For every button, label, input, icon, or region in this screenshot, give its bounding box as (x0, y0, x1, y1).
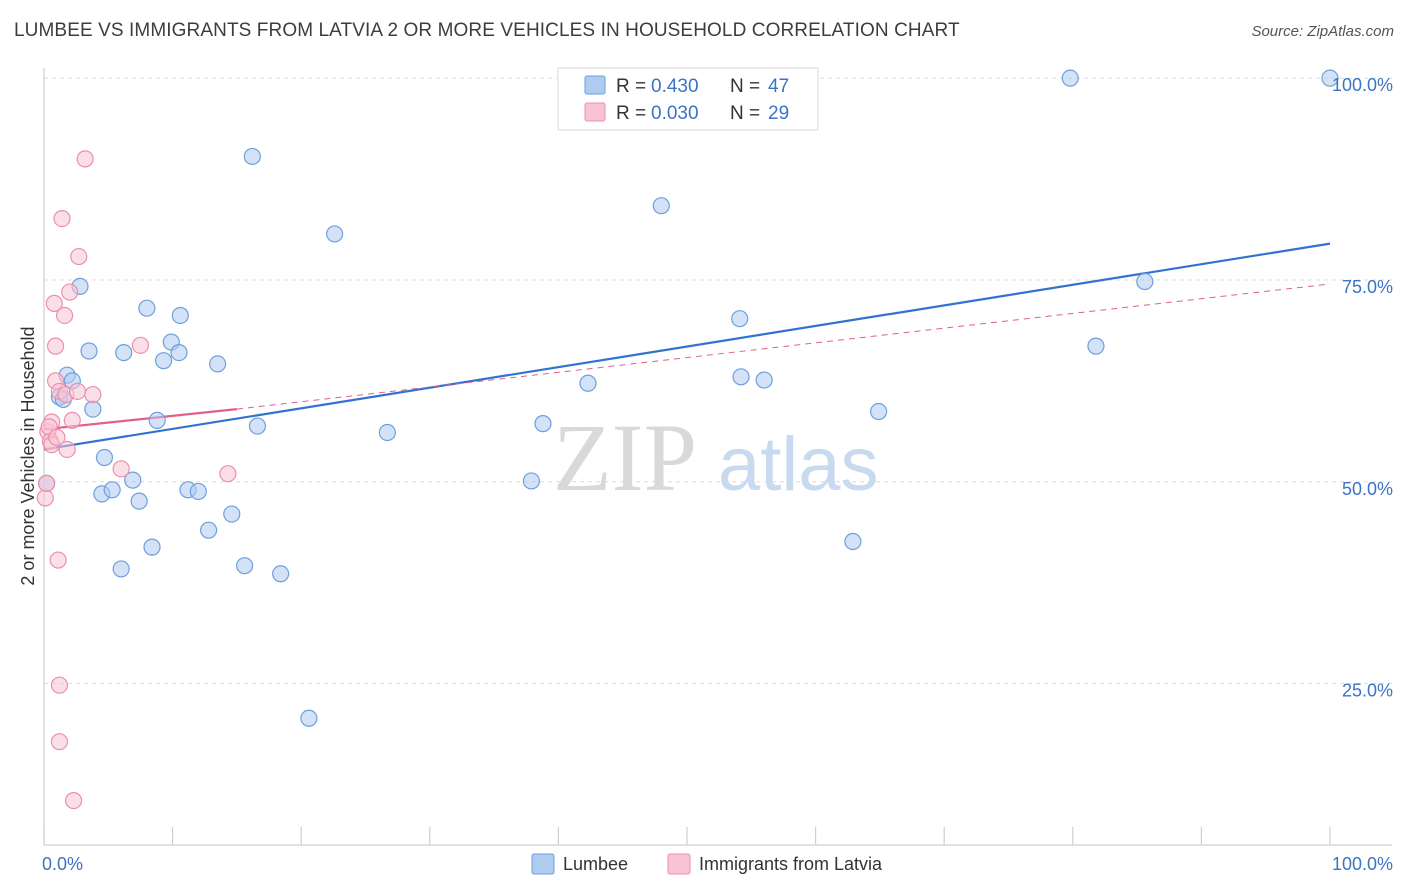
point-latvia (36, 489, 54, 507)
point-lumbee (236, 557, 254, 575)
point-lumbee (844, 532, 862, 551)
point-lumbee (755, 371, 773, 389)
point-latvia (64, 792, 83, 810)
point-lumbee (84, 400, 102, 418)
point-lumbee (300, 709, 318, 727)
point-lumbee (579, 374, 597, 392)
point-lumbee (200, 521, 218, 539)
x-tick-label: 100.0% (1332, 854, 1393, 874)
point-latvia (219, 465, 237, 483)
legend-r-label-lumbee: R = (616, 76, 646, 97)
point-lumbee (731, 310, 749, 328)
x-tick-labels: 0.0% 100.0% (42, 854, 1393, 874)
legend-box: R = 0.430 N = 47 R = 0.030 N = 29 (557, 67, 819, 131)
point-lumbee (130, 492, 148, 510)
bottom-legend-label-latvia: Immigrants from Latvia (699, 854, 883, 874)
point-lumbee (326, 225, 344, 243)
point-lumbee (112, 560, 130, 578)
point-latvia (84, 385, 102, 404)
point-lumbee (534, 415, 552, 433)
point-lumbee (223, 505, 241, 523)
bottom-legend: Lumbee Immigrants from Latvia (531, 853, 883, 875)
legend-r-value-latvia: 0.030 (651, 103, 699, 124)
chart-title: LUMBEE VS IMMIGRANTS FROM LATVIA 2 OR MO… (14, 20, 960, 41)
point-lumbee (148, 411, 166, 430)
legend-n-label-lumbee: N = (730, 76, 760, 97)
point-lumbee (171, 306, 189, 325)
point-lumbee (243, 147, 261, 166)
point-lumbee (1061, 69, 1079, 87)
point-latvia (61, 283, 79, 301)
point-lumbee (143, 538, 161, 556)
point-lumbee (124, 471, 142, 489)
point-lumbee (138, 299, 156, 317)
point-latvia (63, 411, 81, 430)
point-lumbee (154, 352, 173, 370)
grid-lines (44, 77, 1392, 685)
point-latvia (131, 336, 150, 354)
chart-source: Source: ZipAtlas.com (1251, 23, 1394, 40)
point-latvia (53, 210, 71, 228)
legend-r-label-latvia: R = (616, 103, 646, 124)
point-lumbee (103, 481, 121, 499)
point-lumbee (732, 368, 750, 386)
point-latvia (46, 337, 65, 355)
point-lumbee (95, 448, 114, 467)
point-latvia (112, 460, 130, 478)
point-lumbee (248, 417, 267, 435)
point-latvia (37, 474, 56, 492)
trendline-latvia-extension (236, 283, 1331, 410)
point-lumbee (522, 472, 540, 490)
point-latvia (50, 676, 69, 694)
point-lumbee (1087, 337, 1105, 355)
point-latvia (76, 150, 94, 168)
y-tick-label: 75.0% (1342, 277, 1393, 297)
axes (43, 68, 1392, 846)
data-points (36, 69, 1339, 810)
point-lumbee (870, 402, 888, 421)
point-latvia (55, 306, 74, 325)
y-tick-label: 50.0% (1342, 479, 1393, 499)
x-tick-label: 0.0% (42, 854, 83, 874)
point-lumbee (189, 482, 207, 501)
bottom-legend-swatch-lumbee (531, 853, 555, 875)
point-latvia (45, 294, 63, 312)
point-lumbee (80, 342, 98, 360)
trendline-lumbee (43, 242, 1331, 451)
point-lumbee (272, 565, 290, 583)
point-latvia (50, 733, 69, 751)
point-latvia (70, 247, 88, 266)
legend-n-value-latvia: 29 (768, 103, 789, 124)
point-latvia (49, 551, 67, 569)
legend-swatch-latvia (584, 102, 606, 122)
point-lumbee (378, 423, 396, 442)
point-lumbee (115, 343, 133, 362)
legend-n-value-lumbee: 47 (768, 76, 789, 97)
y-tick-label: 100.0% (1332, 75, 1393, 95)
y-tick-label: 25.0% (1342, 681, 1393, 701)
point-lumbee (209, 355, 227, 373)
point-lumbee (1321, 69, 1339, 87)
point-lumbee (1136, 272, 1154, 291)
watermark-zip: ZIP (553, 404, 697, 511)
point-lumbee (170, 343, 188, 362)
y-axis-label: 2 or more Vehicles in Household (18, 326, 38, 585)
legend-swatch-lumbee (584, 75, 606, 95)
point-lumbee (652, 197, 670, 215)
watermark-atlas: atlas (718, 422, 879, 507)
point-latvia (58, 440, 76, 459)
legend-n-label-latvia: N = (730, 103, 760, 124)
y-tick-labels: 25.0% 50.0% 75.0% 100.0% (1332, 75, 1393, 700)
point-latvia (48, 428, 66, 446)
legend-r-value-lumbee: 0.430 (651, 76, 699, 97)
bottom-legend-swatch-latvia (667, 853, 691, 875)
point-latvia (68, 382, 87, 400)
bottom-legend-label-lumbee: Lumbee (563, 854, 628, 874)
